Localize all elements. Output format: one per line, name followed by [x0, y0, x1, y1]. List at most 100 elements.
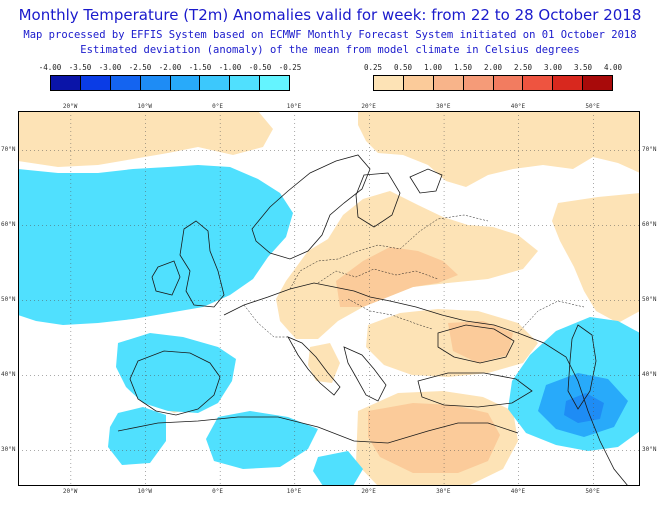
coast-mainland-europe	[223, 282, 629, 486]
anomaly-map: 20°W 10°W 0°E 10°E 20°E 30°E 40°E 50°E 20°W 10°W 0…	[1, 103, 656, 495]
legend-warm-label: 0.50	[393, 63, 413, 72]
legend-cold-swatch	[170, 76, 201, 90]
lon-label-bottom: 0°E	[212, 488, 223, 495]
legend-warm-swatch	[403, 76, 434, 90]
legend-cold-swatch	[51, 76, 81, 90]
graticule	[18, 111, 640, 486]
cold-deep-areas	[564, 393, 604, 423]
lat-label-right: 60°N	[642, 221, 657, 229]
legend-warm-label: 1.00	[423, 63, 443, 72]
legend-cold-label: -0.25	[278, 63, 302, 72]
lon-label-top: 40°E	[510, 103, 526, 110]
warm-mid-area-black-sea	[448, 321, 513, 363]
lon-label-top: 50°E	[585, 103, 600, 110]
coastlines	[117, 154, 629, 486]
lat-label-left: 70°N	[1, 146, 16, 154]
coast-uk	[179, 220, 225, 308]
legend-warm-swatch	[433, 76, 464, 90]
border-line-2	[317, 268, 439, 284]
legend-warm-label: 1.50	[453, 63, 473, 72]
coast-iberia	[129, 350, 221, 416]
legend-warm-swatch	[493, 76, 524, 90]
legend-warm-swatch	[463, 76, 494, 90]
coast-black-sea	[437, 324, 515, 364]
warm-mid-areas	[336, 247, 513, 473]
legend-warm-swatch	[374, 76, 404, 90]
lat-label-left: 40°N	[1, 371, 16, 379]
legend-warm-label: 4.00	[603, 63, 623, 72]
lon-label-top: 20°E	[361, 103, 376, 110]
cold-area-iberia	[116, 333, 236, 413]
legend-cold-labels: -4.00 -3.50 -3.00 -2.50 -2.00 -1.50 -1.00 -0.50…	[39, 63, 302, 75]
legend-cold-label: -1.50	[188, 63, 212, 72]
lon-label-bottom: 50°E	[585, 488, 600, 495]
legend-cold: -4.00 -3.50 -3.00 -2.50 -2.00 -1.50 -1.00 -0.50…	[39, 63, 302, 91]
cold-area-atlantic	[18, 165, 293, 325]
legend-warm-label: 2.50	[513, 63, 533, 72]
legend-warm-swatch	[583, 76, 612, 90]
coast-white-sea	[409, 168, 443, 194]
cold-deep-area-iran	[564, 393, 604, 423]
lon-label-bottom: 40°E	[510, 488, 526, 495]
legend-warm-swatch	[523, 76, 554, 90]
lon-label-top: 30°E	[436, 103, 451, 110]
country-borders	[243, 214, 585, 338]
border-line-6	[517, 300, 585, 334]
lon-label-top: 10°W	[137, 103, 152, 110]
legend-cold-label: -4.00	[38, 63, 62, 72]
cold-area-libya	[313, 451, 363, 486]
warm-mid-area-central-europe	[336, 247, 458, 307]
cold-area-algeria	[206, 411, 318, 469]
lon-label-bottom: 20°E	[361, 488, 376, 495]
legend-warm-label: 3.00	[543, 63, 563, 72]
border-line-1	[289, 244, 401, 290]
border-line-4	[399, 214, 489, 250]
lat-label-left: 30°N	[1, 446, 16, 454]
coast-scandinavia	[251, 154, 371, 260]
legend-warm-label: 2.00	[483, 63, 503, 72]
coast-balkans-greece	[343, 346, 387, 402]
map-frame	[18, 111, 640, 486]
legend-cold-swatch	[200, 76, 231, 90]
legend-warm-swatch	[553, 76, 584, 90]
lat-label-right: 70°N	[642, 146, 657, 154]
lon-label-top: 0°E	[212, 103, 223, 110]
legend-cold-label: -3.50	[68, 63, 92, 72]
lon-label-bottom: 20°W	[62, 488, 78, 495]
legend-cold-label: -0.50	[248, 63, 272, 72]
legend-cold-swatch	[140, 76, 171, 90]
map-subtitle-processing: Map processed by EFFIS System based on E…	[23, 29, 637, 41]
map-subtitle-description: Estimated deviation (anomaly) of the mea…	[80, 44, 580, 56]
map-title: Monthly Temperature (T2m) Anomalies vali…	[18, 6, 642, 24]
legend-cold-swatches	[50, 75, 290, 91]
lon-label-top: 20°W	[62, 103, 78, 110]
border-line-3	[347, 298, 433, 330]
legend-cold-label: -2.50	[128, 63, 152, 72]
legend-cold-label: -1.00	[218, 63, 242, 72]
legend-cold-swatch	[80, 76, 111, 90]
lat-label-right: 50°N	[642, 296, 657, 304]
legend-warm-label: 3.50	[573, 63, 593, 72]
lon-label-bottom: 10°E	[286, 488, 302, 495]
legend-warm-labels: 0.25 0.50 1.00 1.50 2.00 2.50 3.00 3.50 4.00	[364, 63, 622, 75]
legend-cold-label: -3.00	[98, 63, 122, 72]
legend-cold-swatch	[260, 76, 289, 90]
legend-cold-swatch	[230, 76, 261, 90]
lat-label-left: 50°N	[1, 296, 16, 304]
lat-label-right: 30°N	[642, 446, 657, 454]
lon-label-top: 10°E	[286, 103, 302, 110]
lon-label-bottom: 10°W	[137, 488, 152, 495]
coast-finland	[355, 172, 401, 228]
coast-anatolia	[417, 372, 533, 408]
warm-area-arctic-east	[358, 111, 640, 187]
coast-ireland	[151, 260, 181, 296]
legend-cold-label: -2.00	[158, 63, 182, 72]
map-canvas	[18, 111, 640, 486]
lon-label-bottom: 30°E	[436, 488, 451, 495]
coast-north-africa	[117, 416, 519, 444]
legend-warm-label: 0.25	[363, 63, 383, 72]
legend-warm: 0.25 0.50 1.00 1.50 2.00 2.50 3.00 3.50 4.00	[364, 63, 622, 91]
legend-cold-swatch	[110, 76, 141, 90]
warm-area-italy	[308, 343, 340, 383]
legend-warm-swatches	[373, 75, 613, 91]
